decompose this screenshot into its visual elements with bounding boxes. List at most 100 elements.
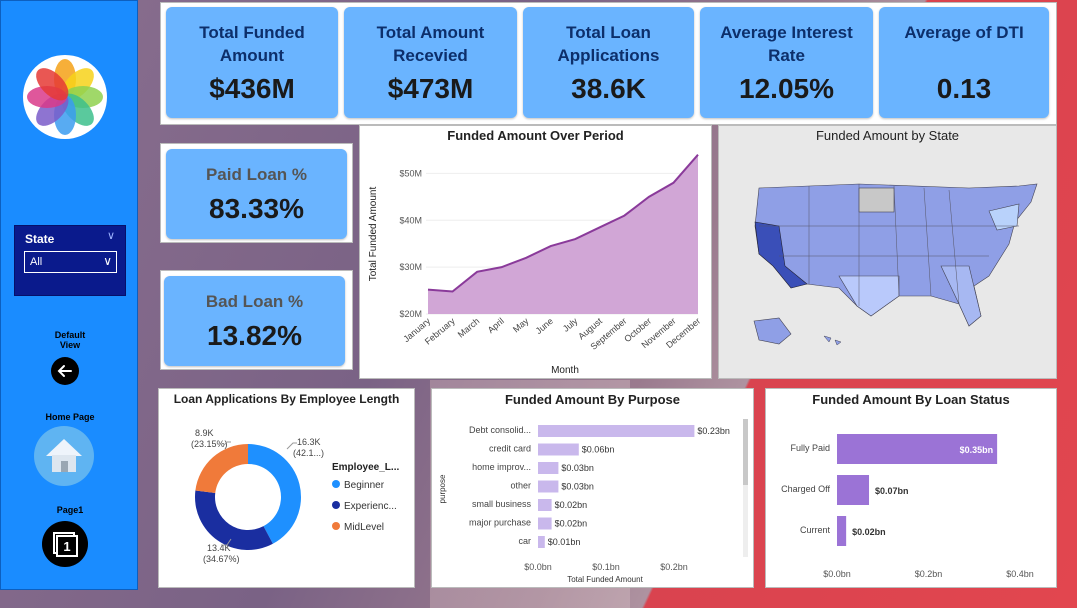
bar-data-label: $0.03bn xyxy=(561,482,594,492)
x-axis-label: Month xyxy=(551,365,579,376)
home-page-label: Home Page xyxy=(45,412,95,422)
x-tick-label: $0.1bn xyxy=(592,562,620,572)
bar xyxy=(837,434,998,464)
x-tick-label: July xyxy=(561,316,580,334)
bar-data-label: $0.03bn xyxy=(561,463,594,473)
bar xyxy=(538,480,559,493)
kpi-value: 0.13 xyxy=(936,73,992,104)
bad-loan-title: Bad Loan % xyxy=(205,292,304,311)
funded-over-period-chart[interactable]: Funded Amount Over Period $20M $30M $40M $5… xyxy=(359,125,712,379)
back-arrow-icon xyxy=(51,357,79,385)
area-fill xyxy=(428,154,698,314)
default-view-label: Default View xyxy=(54,330,86,350)
bar xyxy=(538,536,545,548)
bar-data-label: $0.07bn xyxy=(875,486,909,496)
kpi-title: Total Amount Recevied xyxy=(376,23,485,65)
legend-entry: MidLevel xyxy=(344,522,384,533)
donut-chart-svg: 16.3K(42.1...) 13.4K(34.67%) 8.9K(23.15%) E… xyxy=(191,428,399,564)
leader-line xyxy=(286,442,297,450)
state-slicer-title: State xyxy=(25,232,55,246)
category-label: small business xyxy=(472,499,532,509)
x-axis-label: Total Funded Amount xyxy=(567,575,643,584)
sidebar: State ∨ All ∨ Default View Home Page Page… xyxy=(0,0,138,590)
kpi-title: Total Funded Amount xyxy=(199,23,305,65)
kpi-value: 12.05% xyxy=(739,73,834,104)
series-line xyxy=(427,154,699,293)
chart-title: Loan Applications By Employee Length xyxy=(173,392,400,406)
kpi-value: $436M xyxy=(209,73,295,104)
leader-line xyxy=(222,441,231,447)
funded-by-state-map[interactable]: Funded Amount by State xyxy=(718,125,1057,379)
y-tick-label: $20M xyxy=(399,309,422,319)
donut-data-label: 13.4K xyxy=(207,543,231,553)
scrollbar-track xyxy=(743,419,748,557)
page1-button[interactable]: 1 xyxy=(41,520,89,568)
bar xyxy=(837,516,847,546)
state-dropdown[interactable]: All ∨ xyxy=(24,251,117,273)
x-tick-label: May xyxy=(511,316,531,335)
employee-length-chart[interactable]: Loan Applications By Employee Length 16.… xyxy=(158,388,415,588)
category-label: Debt consolid... xyxy=(469,425,531,435)
x-tick-label: $0.0bn xyxy=(823,569,851,579)
x-tick-label: $0.0bn xyxy=(524,562,552,572)
category-label: Fully Paid xyxy=(790,443,830,453)
category-label: home improv... xyxy=(472,462,531,472)
paid-loan-value: 83.33% xyxy=(209,193,304,224)
x-tick-label: June xyxy=(534,316,555,336)
category-label: Current xyxy=(800,525,831,535)
kpi-title: Average Interest Rate xyxy=(720,23,853,65)
bar-data-label: $0.02bn xyxy=(852,527,886,537)
bad-loan-value: 13.82% xyxy=(207,320,302,351)
x-tick-label: $0.2bn xyxy=(915,569,943,579)
legend-entry: Beginner xyxy=(344,480,385,491)
default-view-button[interactable] xyxy=(50,356,80,386)
state-slicer: State ∨ All ∨ xyxy=(14,225,126,296)
funded-by-status-chart[interactable]: Funded Amount By Loan Status Fully Paid $… xyxy=(765,388,1057,588)
leader-line xyxy=(221,538,232,546)
kpi-card: Average Interest Rate 12.05% xyxy=(700,7,873,118)
kpi-card: Total Funded Amount $436M xyxy=(166,7,338,118)
donut-data-label: 16.3K xyxy=(297,437,321,447)
paid-loan-card: Paid Loan % 83.33% xyxy=(166,149,347,239)
donut-slice xyxy=(195,490,273,550)
purpose-bar-chart-svg: Debt consolid... $0.23bn credit card $0.06b… xyxy=(438,419,748,584)
legend-swatch xyxy=(332,522,340,530)
home-page-button[interactable] xyxy=(34,426,94,486)
y-axis-label: Total Funded Amount xyxy=(368,187,379,282)
usa-map xyxy=(753,183,1038,346)
state-dropdown-value: All xyxy=(30,256,43,268)
status-bar-chart-svg: Fully Paid $0.35bn Charged Off $0.07bn Curre… xyxy=(781,434,1034,579)
app-logo-icon xyxy=(23,55,107,139)
donut-data-label: (34.67%) xyxy=(203,554,240,564)
category-label: other xyxy=(510,481,531,491)
page1-label: Page1 xyxy=(56,505,84,515)
chevron-down-icon: ∨ xyxy=(103,254,112,268)
donut-data-label: (23.15%) xyxy=(191,439,228,449)
legend-swatch xyxy=(332,501,340,509)
y-axis-label: purpose xyxy=(438,474,447,503)
kpi-value: $473M xyxy=(387,73,474,104)
donut-slice xyxy=(195,444,248,493)
funded-by-purpose-chart[interactable]: Funded Amount By Purpose Debt consolid..… xyxy=(431,388,754,588)
bar xyxy=(538,517,552,530)
x-tick-label: April xyxy=(486,316,506,335)
legend-title: Employee_L... xyxy=(332,462,399,473)
page-icon: 1 xyxy=(42,521,88,567)
kpi-value: 38.6K xyxy=(571,73,646,104)
bar xyxy=(538,499,552,511)
home-icon xyxy=(34,426,94,486)
y-tick-label: $30M xyxy=(399,262,422,272)
donut-data-label: 8.9K xyxy=(195,428,214,438)
chart-title: Funded Amount By Loan Status xyxy=(812,392,1010,407)
x-tick-label: $0.4bn xyxy=(1006,569,1034,579)
legend-entry: Experienc... xyxy=(344,501,397,512)
scrollbar-thumb[interactable] xyxy=(743,419,748,485)
bar-data-label: $0.02bn xyxy=(555,519,588,529)
kpi-card: Average of DTI 0.13 xyxy=(879,7,1049,118)
chevron-down-icon[interactable]: ∨ xyxy=(106,230,115,242)
y-tick-label: $50M xyxy=(399,168,422,178)
kpi-card: Total Loan Applications 38.6K xyxy=(523,7,694,118)
bar-data-label: $0.23bn xyxy=(697,426,730,436)
bar-data-label: $0.06bn xyxy=(582,445,615,455)
